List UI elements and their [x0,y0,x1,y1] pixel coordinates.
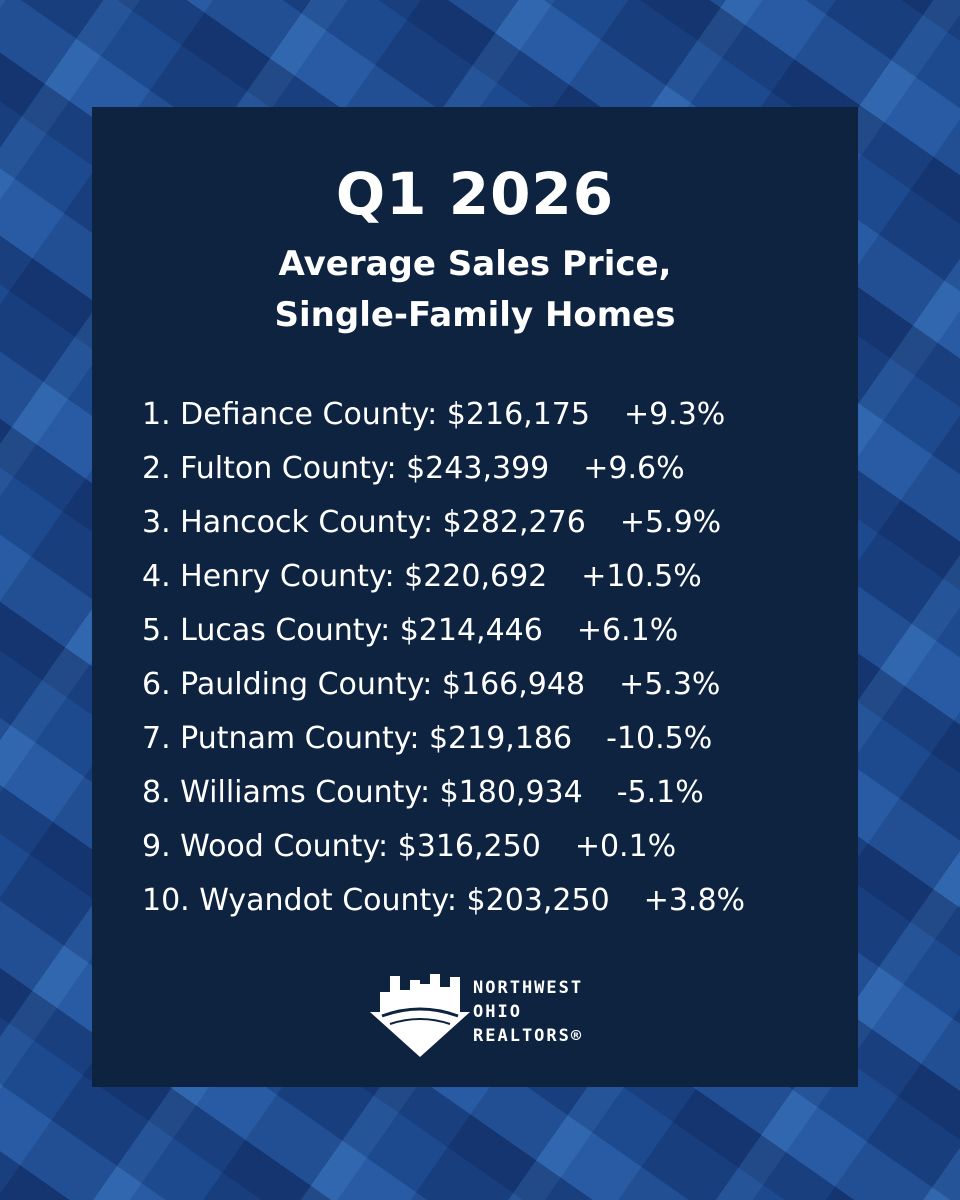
change: +6.1% [576,612,679,648]
subtitle: Average Sales Price, [278,244,672,284]
list-row: 4. Henry County: $220,692 +10.5% [142,549,745,603]
list-row: 9. Wood County: $316,250 +0.1% [142,819,745,873]
county-price: 7. Putnam County: $219,186 [142,720,573,756]
list-row: 6. Paulding County: $166,948 +5.3% [142,657,745,711]
change: +9.6% [583,450,685,486]
change: +0.1% [574,828,677,864]
county-price: 9. Wood County: $316,250 [142,828,541,864]
subtitle: Single-Family Homes [274,295,676,335]
change: -10.5% [606,720,713,756]
change: -5.1% [616,774,704,810]
county-price: 2. Fulton County: $243,399 [142,450,550,486]
logo-icon [370,974,470,1057]
logo-text: REALTORS® [473,1026,584,1046]
county-price: 4. Henry County: $220,692 [142,558,548,594]
logo-text: OHIO [473,1002,522,1022]
county-price: 3. Hancock County: $282,276 [142,504,586,540]
county-price: 10. Wyandot County: $203,250 [142,882,610,918]
county-price: 1. Defiance County: $216,175 [142,396,590,432]
panel: Q1 2026 Average Sales Price, Single-Fami… [92,107,858,1087]
list-row: 3. Hancock County: $282,276 +5.9% [142,495,745,549]
change: +5.3% [619,666,721,702]
logo: NORTHWEST OHIO REALTORS® [370,972,581,1061]
list-row: 1. Defiance County: $216,175 +9.3% [142,387,745,441]
list-row: 10. Wyandot County: $203,250 +3.8% [142,873,745,927]
logo-text: NORTHWEST [473,978,584,998]
title: Q1 2026 [335,160,615,228]
county-list: 1. Defiance County: $216,175 +9.3% 2. Fult… [142,387,745,927]
change: +5.9% [619,504,722,540]
county-price: 6. Paulding County: $166,948 [142,666,586,702]
list-row: 2. Fulton County: $243,399 +9.6% [142,441,745,495]
list-row: 5. Lucas County: $214,446 +6.1% [142,603,745,657]
county-price: 5. Lucas County: $214,446 [142,612,543,648]
list-row: 8. Williams County: $180,934 -5.1% [142,765,745,819]
county-price: 8. Williams County: $180,934 [142,774,583,810]
list-row: 7. Putnam County: $219,186 -10.5% [142,711,745,765]
change: +10.5% [581,558,702,594]
change: +3.8% [643,882,746,918]
change: +9.3% [623,396,726,432]
